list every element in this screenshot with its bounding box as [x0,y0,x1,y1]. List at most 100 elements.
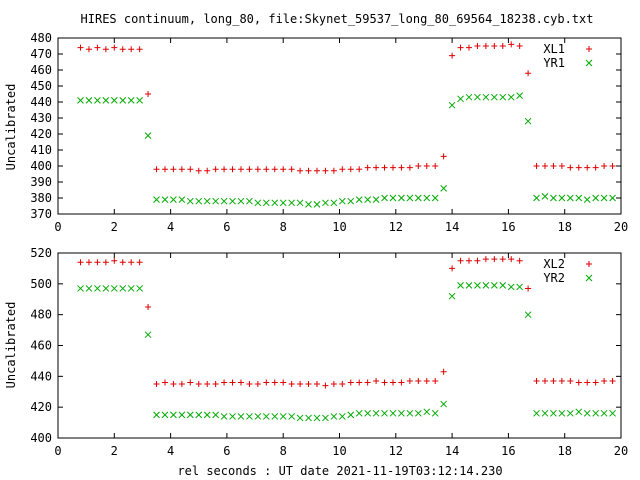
xl1-point [457,44,464,51]
xl2-point [423,377,430,384]
yr1-point [592,194,600,202]
yr1-point [144,132,152,139]
bottom-x-tick-label: 20 [614,444,628,458]
yr2-point [482,282,490,289]
xl2-point [195,381,202,388]
xl1-point [389,164,396,171]
xl2-point [516,257,523,264]
xl2-point [305,381,312,388]
bottom-x-tick-label: 8 [280,444,287,458]
yr2-point [507,283,515,291]
legend-label-xl1: XL1 [543,42,565,56]
xl2-point [381,379,388,386]
xl1-point [482,43,489,49]
xl2-point [482,256,489,263]
legend-marker-yr2 [585,274,593,282]
bottom-data-marks [77,256,616,422]
bottom-x-tick-label: 10 [332,444,346,458]
top-y-tick-label: 430 [30,111,52,125]
top-x-tick-label: 2 [111,220,118,234]
xl2-point [85,259,92,266]
xl2-point [77,259,84,266]
xl2-point [449,265,456,272]
bottom-y-tick-label: 400 [30,431,52,445]
x-axis-label: rel seconds : UT date 2021-11-19T03:12:1… [177,464,502,478]
xl1-point [347,166,354,173]
yr1-point [389,194,397,202]
xl1-point [111,44,118,51]
bottom-x-tick-label: 16 [501,444,515,458]
xl1-point [474,43,481,49]
xl2-point [161,379,168,386]
xl1-point [465,44,472,51]
yr1-point [330,199,338,207]
legend-marker-xl1 [586,46,592,52]
yr1-point [465,93,473,101]
xl2-point [136,259,143,266]
bottom-x-tick-label: 18 [557,444,571,458]
yr2-point [77,285,84,292]
yr1-point [499,93,507,101]
xl2-point [339,381,346,388]
yr1-point [482,93,490,101]
xl1-point [254,166,261,173]
top-x-tick-label: 18 [557,220,571,234]
yr2-point [161,411,169,419]
yr2-point [203,411,211,419]
xl1-point [541,163,548,169]
yr1-point [254,199,262,207]
top-panel: Uncalibrated 0 2 4 6 8 10 12 14 16 18 20 370 380 390 4… [4,31,628,234]
legend-marker-xl2 [586,261,592,267]
yr1-point [322,199,329,207]
xl2-point [119,259,126,266]
yr1-point [398,194,405,202]
xl2-point [533,377,540,384]
yr2-point [414,409,422,417]
yr2-point [94,285,101,292]
xl1-point [271,166,278,173]
xl1-point [609,163,616,169]
xl2-point [609,377,616,384]
yr1-point [575,194,583,202]
yr2-point [212,411,219,419]
top-y-tick-label: 480 [30,31,52,45]
yr1-point [355,196,363,203]
bottom-plot-frame [57,252,622,439]
yr1-point [136,97,143,104]
xl1-point [567,164,574,171]
xl1-point [330,167,337,174]
top-x-tick-label: 12 [389,220,403,234]
yr2-point [313,414,321,422]
top-y-tick-label: 390 [30,175,52,189]
top-x-tick-label: 8 [280,220,287,234]
bottom-y-tick-label: 500 [30,277,52,291]
yr1-point [220,197,228,205]
yr1-point [448,101,456,109]
yr1-point [195,197,203,205]
yr2-point [389,409,397,417]
xl1-point [499,43,506,49]
bottom-x-tick-label: 14 [445,444,459,458]
bottom-x-tick-label: 12 [389,444,403,458]
chart-title: HIRES continuum, long_80, file:Skynet_59… [81,12,594,26]
xl2-point [204,381,211,388]
bottom-y-tick-label: 460 [30,339,52,353]
bottom-x-tick-label: 2 [111,444,118,458]
yr2-point [364,409,372,417]
yr1-point [305,201,312,208]
top-x-tick-label: 0 [54,220,61,234]
yr2-point [592,409,600,417]
xl2-point [212,381,219,388]
xl2-point [558,377,565,384]
xl1-point [322,167,329,174]
yr2-point [237,413,245,420]
xl2-point [499,256,506,263]
xl1-point [516,43,523,49]
yr1-point [279,199,287,207]
xl2-point [263,379,270,386]
yr2-point [220,413,228,420]
yr1-point [178,196,186,203]
yr1-point [364,196,372,203]
yr2-point [440,400,448,408]
